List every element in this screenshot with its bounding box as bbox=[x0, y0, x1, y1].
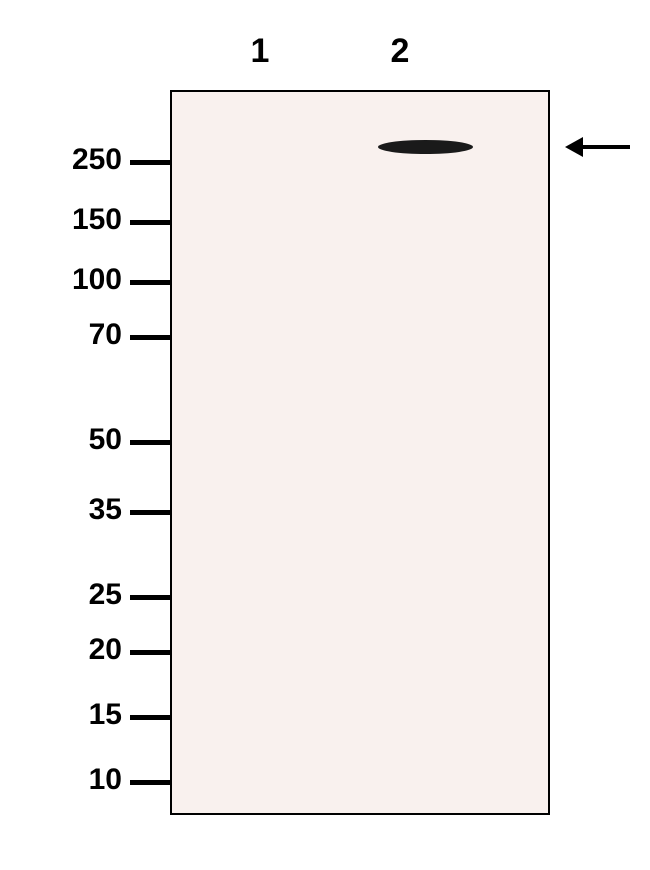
mw-tick-20 bbox=[130, 650, 170, 655]
band-indicator-arrow-shaft bbox=[583, 145, 630, 149]
mw-label-10: 10 bbox=[0, 763, 122, 797]
mw-label-35: 35 bbox=[0, 493, 122, 527]
mw-tick-100 bbox=[130, 280, 170, 285]
mw-label-150: 150 bbox=[0, 203, 122, 237]
mw-tick-150 bbox=[130, 220, 170, 225]
mw-tick-250 bbox=[130, 160, 170, 165]
mw-label-250: 250 bbox=[0, 143, 122, 177]
mw-label-100: 100 bbox=[0, 263, 122, 297]
protein-band-lane2 bbox=[378, 140, 473, 154]
mw-tick-50 bbox=[130, 440, 170, 445]
mw-label-50: 50 bbox=[0, 423, 122, 457]
mw-tick-70 bbox=[130, 335, 170, 340]
mw-tick-25 bbox=[130, 595, 170, 600]
lane-label-2: 2 bbox=[380, 32, 420, 71]
mw-label-70: 70 bbox=[0, 318, 122, 352]
mw-tick-15 bbox=[130, 715, 170, 720]
band-indicator-arrow-head bbox=[565, 137, 583, 157]
mw-label-15: 15 bbox=[0, 698, 122, 732]
lane-label-1: 1 bbox=[240, 32, 280, 71]
mw-tick-35 bbox=[130, 510, 170, 515]
mw-label-20: 20 bbox=[0, 633, 122, 667]
mw-label-25: 25 bbox=[0, 578, 122, 612]
western-blot-figure: 1 2 250 150 100 70 50 35 25 20 15 10 bbox=[0, 0, 650, 870]
blot-membrane bbox=[170, 90, 550, 815]
mw-tick-10 bbox=[130, 780, 170, 785]
